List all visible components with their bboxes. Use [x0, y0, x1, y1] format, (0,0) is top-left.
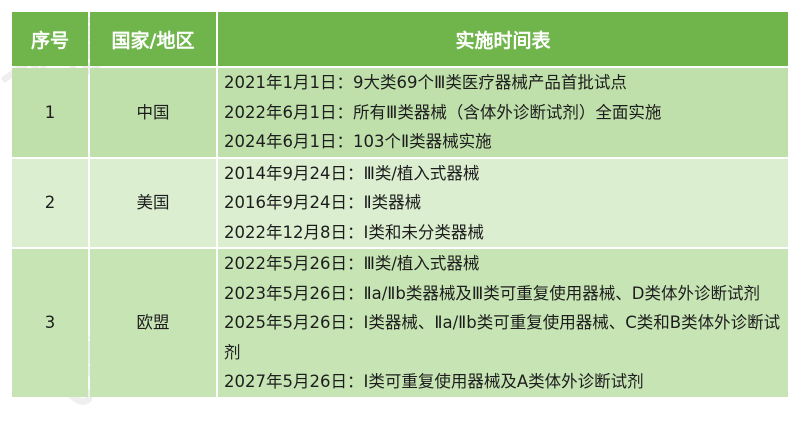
row-region: 中国	[90, 68, 216, 157]
table-row: 1 中国 2021年1月1日：9大类69个Ⅲ类医疗器械产品首批试点 2022年6…	[12, 68, 788, 157]
header-row: 序号 国家/地区 实施时间表	[12, 12, 788, 66]
schedule-item: 2021年1月1日：9大类69个Ⅲ类医疗器械产品首批试点	[224, 73, 627, 92]
schedule-item: 2014年9月24日：Ⅲ类/植入式器械	[224, 163, 480, 183]
row-no: 3	[12, 249, 88, 397]
schedule-item: 2016年9月24日：Ⅱ类器械	[224, 193, 422, 212]
row-no: 1	[12, 68, 88, 157]
header-no: 序号	[12, 12, 88, 66]
schedule-item: 2022年12月8日：Ⅰ类和未分类器械	[224, 222, 484, 242]
schedule-item: 2023年5月26日：Ⅱa/Ⅱb类器械及Ⅲ类可重复使用器械、D类体外诊断试剂	[224, 283, 760, 303]
schedule-table: 序号 国家/地区 实施时间表 1 中国 2021年1月1日：9大类69个Ⅲ类医疗…	[10, 10, 790, 399]
schedule-item: 2027年5月26日：Ⅰ类可重复使用器械及A类体外诊断试剂	[224, 372, 644, 391]
row-region: 美国	[90, 158, 216, 247]
schedule-item: 2024年6月1日：103个Ⅱ类器械实施	[224, 132, 492, 151]
schedule-item: 2025年5月26日：Ⅰ类器械、Ⅱa/Ⅱb类可重复使用器械、C类和B类体外诊断试…	[224, 313, 781, 362]
header-schedule: 实施时间表	[218, 12, 788, 66]
row-schedule: 2021年1月1日：9大类69个Ⅲ类医疗器械产品首批试点 2022年6月1日：所…	[218, 68, 788, 157]
header-region: 国家/地区	[90, 12, 216, 66]
row-no: 2	[12, 158, 88, 247]
row-schedule: 2014年9月24日：Ⅲ类/植入式器械 2016年9月24日：Ⅱ类器械 2022…	[218, 158, 788, 247]
row-schedule: 2022年5月26日：Ⅲ类/植入式器械 2023年5月26日：Ⅱa/Ⅱb类器械及…	[218, 249, 788, 397]
table-row: 3 欧盟 2022年5月26日：Ⅲ类/植入式器械 2023年5月26日：Ⅱa/Ⅱ…	[12, 249, 788, 397]
schedule-item: 2022年6月1日：所有Ⅲ类器械（含体外诊断试剂）全面实施	[224, 102, 662, 122]
table-row: 2 美国 2014年9月24日：Ⅲ类/植入式器械 2016年9月24日：Ⅱ类器械…	[12, 158, 788, 247]
row-region: 欧盟	[90, 249, 216, 397]
schedule-item: 2022年5月26日：Ⅲ类/植入式器械	[224, 254, 480, 273]
